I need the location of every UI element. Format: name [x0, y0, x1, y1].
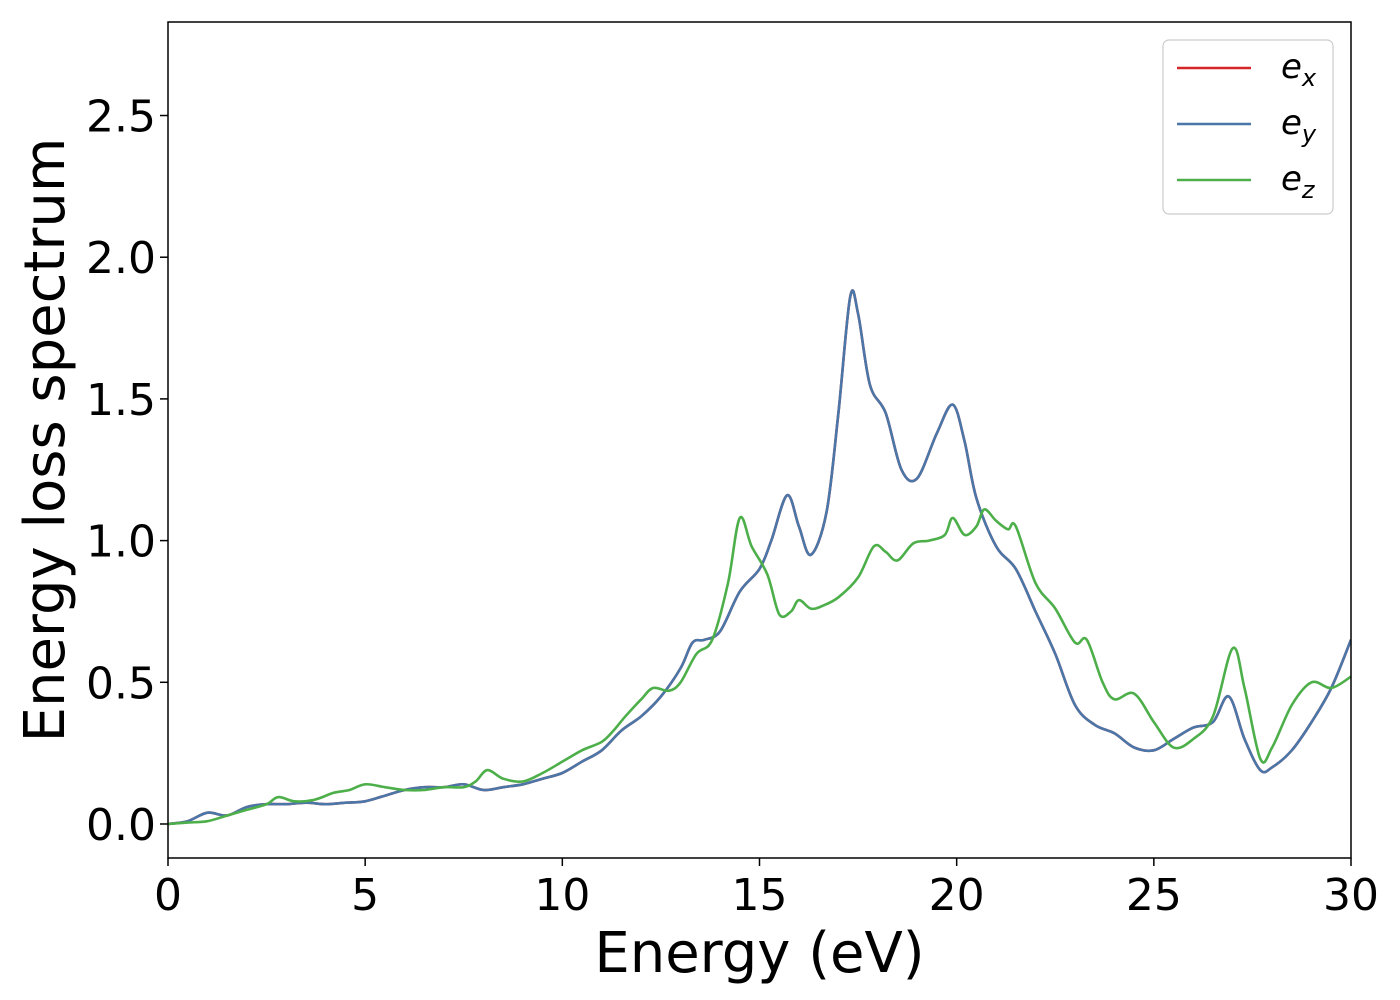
y-axis-label: Energy loss spectrum: [13, 138, 78, 743]
legend-label-subscript: y: [1301, 120, 1317, 148]
x-tick-label: 0: [154, 870, 182, 921]
legend-label: ex: [1281, 47, 1317, 92]
y-tick-label: 2.5: [86, 92, 156, 143]
legend-entry-z: ez: [1177, 159, 1316, 204]
y-tick-label: 0.0: [86, 800, 156, 851]
x-tick-label: 30: [1323, 870, 1379, 921]
x-tick-label: 10: [534, 870, 590, 921]
legend-label-subscript: z: [1301, 176, 1316, 204]
y-tick-label: 1.5: [86, 375, 156, 426]
y-tick-label: 1.0: [86, 517, 156, 568]
legend-label: ey: [1281, 103, 1317, 148]
x-tick-label: 5: [351, 870, 379, 921]
y-axis-ticks: 0.0 0.5 1.0 1.5 2.0 2.5: [86, 92, 168, 851]
series-line-y: [168, 289, 1351, 826]
legend-label: ez: [1281, 159, 1316, 204]
legend-box: [1162, 39, 1334, 215]
x-axis-label: Energy (eV): [594, 921, 924, 986]
series-line-x: [168, 289, 1351, 826]
x-tick-label: 20: [929, 870, 985, 921]
legend-entry-x: ex: [1177, 47, 1317, 92]
plot-area: [168, 289, 1351, 826]
legend-label-base: e: [1281, 47, 1302, 87]
x-tick-label: 15: [732, 870, 788, 921]
legend-label-base: e: [1281, 159, 1302, 199]
legend-label-subscript: x: [1301, 64, 1317, 92]
series-line-z: [168, 508, 1351, 826]
legend-entry-y: ey: [1177, 103, 1317, 148]
x-axis-ticks: 0 5 10 15 20 25 30: [154, 858, 1379, 921]
y-tick-label: 0.5: [86, 658, 156, 709]
y-tick-label: 2.0: [86, 233, 156, 284]
legend-label-base: e: [1281, 103, 1302, 143]
x-tick-label: 25: [1126, 870, 1182, 921]
